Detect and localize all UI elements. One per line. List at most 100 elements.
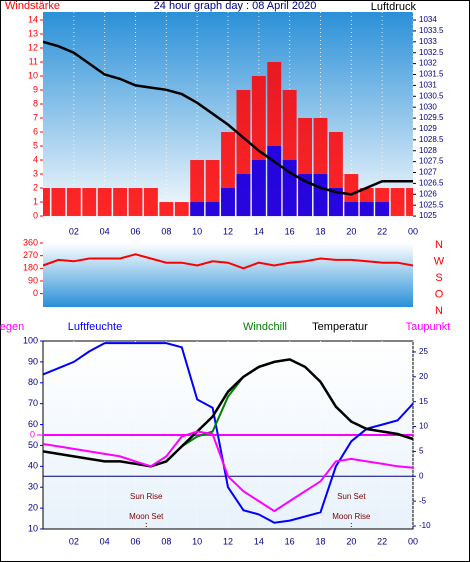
y-label: Windstärke bbox=[5, 0, 60, 12]
y-tick-label: 9 bbox=[33, 84, 38, 94]
y-tick-label: 80 bbox=[28, 377, 38, 387]
y3-tick-label: 0 bbox=[30, 429, 35, 439]
x-tick-label: 16 bbox=[285, 226, 295, 236]
bar bbox=[328, 188, 343, 217]
legend-entry: Regen bbox=[0, 321, 24, 333]
bar bbox=[82, 188, 97, 217]
y-tick-label: 11 bbox=[29, 56, 38, 66]
direction-label: N bbox=[435, 305, 443, 317]
y-tick-label: 12 bbox=[28, 42, 38, 52]
series-line bbox=[43, 358, 413, 468]
y-tick-label: 10 bbox=[28, 523, 38, 533]
series-line bbox=[43, 253, 413, 270]
y2-tick-label: 1032 bbox=[419, 59, 437, 68]
y-tick-label: 1 bbox=[33, 196, 38, 206]
series-line bbox=[43, 430, 413, 513]
y-tick-label: 0 bbox=[33, 210, 38, 220]
x-tick-label: 08 bbox=[161, 226, 171, 236]
y2-tick-label: 1026 bbox=[419, 189, 437, 198]
x-tick-label: 06 bbox=[130, 536, 140, 546]
y-tick-label: 0 bbox=[33, 288, 38, 298]
x-tick-label: 02 bbox=[69, 536, 79, 546]
y2-tick-label: 1028.5 bbox=[419, 135, 444, 144]
bar bbox=[66, 188, 81, 217]
y-tick-label: 90 bbox=[28, 356, 38, 366]
y2-tick-label: 0 bbox=[419, 471, 424, 480]
y-tick-label: 50 bbox=[28, 440, 38, 450]
bar bbox=[113, 188, 128, 217]
y-tick-label: 180 bbox=[23, 263, 38, 273]
direction-label: O bbox=[435, 288, 444, 300]
bar bbox=[359, 202, 374, 217]
annotation: Sun Set bbox=[337, 492, 366, 501]
y2-tick-label: 1027 bbox=[419, 168, 437, 177]
legend-entry: Luftfeuchte bbox=[68, 321, 122, 333]
y2-tick-label: 1033 bbox=[419, 37, 437, 46]
y-tick-label: 5 bbox=[33, 140, 38, 150]
annotation: Sun Rise bbox=[130, 492, 163, 501]
y2-tick-label: 1030 bbox=[419, 102, 437, 111]
y2-tick-label: 1033.5 bbox=[419, 26, 444, 35]
bar bbox=[97, 188, 112, 217]
legend-entry: Temperatur bbox=[312, 321, 368, 333]
y-tick-label: 3 bbox=[33, 168, 38, 178]
bar bbox=[205, 202, 220, 217]
bar bbox=[344, 202, 359, 217]
y2-tick-label: 25 bbox=[419, 347, 428, 356]
y-tick-label: 100 bbox=[23, 335, 38, 345]
chart-title: 24 hour graph day : 08 April 2020 bbox=[154, 0, 317, 12]
y2-tick-label: 5 bbox=[419, 447, 424, 456]
y2-tick-label: 1026.5 bbox=[419, 179, 444, 188]
x-tick-label: 00 bbox=[408, 226, 418, 236]
y-tick-label: 90 bbox=[28, 275, 38, 285]
y-tick-label: 70 bbox=[28, 398, 38, 408]
y-tick-label: 60 bbox=[28, 419, 38, 429]
x-tick-label: 22 bbox=[377, 536, 387, 546]
y2-tick-label: 1032.5 bbox=[419, 48, 444, 57]
x-tick-label: 14 bbox=[254, 536, 264, 546]
plot bbox=[43, 40, 413, 217]
x-tick-label: 20 bbox=[346, 226, 356, 236]
bar bbox=[143, 188, 158, 217]
y-tick-label: 20 bbox=[28, 502, 38, 512]
y2-tick-label: -10 bbox=[419, 521, 431, 530]
y2-tick-label: 15 bbox=[419, 397, 428, 406]
y2-tick-label: 1031.5 bbox=[419, 70, 444, 79]
direction-label: N bbox=[435, 239, 443, 251]
y-tick-label: 13 bbox=[28, 28, 38, 38]
y2-tick-label: 10 bbox=[419, 422, 428, 431]
y-tick-label: 8 bbox=[33, 98, 38, 108]
annotation: Moon Rise bbox=[332, 512, 371, 521]
y2-label: Luftdruck bbox=[371, 1, 417, 13]
bar bbox=[390, 188, 405, 217]
y2-tick-label: 1028 bbox=[419, 146, 437, 155]
bar bbox=[128, 188, 143, 217]
x-tick-label: 22 bbox=[377, 226, 387, 236]
bar bbox=[174, 202, 189, 217]
y2-tick-label: 1029.5 bbox=[419, 113, 444, 122]
y-tick-label: 7 bbox=[33, 112, 38, 122]
bar bbox=[159, 202, 174, 217]
y2-tick-label: 1027.5 bbox=[419, 157, 444, 166]
x-tick-label: 04 bbox=[100, 536, 110, 546]
annotation: Moon Set bbox=[129, 512, 164, 521]
x-tick-label: 04 bbox=[100, 226, 110, 236]
bar bbox=[267, 146, 282, 217]
direction-label: S bbox=[435, 272, 442, 284]
plot bbox=[43, 253, 413, 270]
bar bbox=[236, 174, 251, 217]
direction-label: W bbox=[434, 255, 445, 267]
bar bbox=[313, 174, 328, 217]
y-tick-label: 6 bbox=[33, 126, 38, 136]
x-tick-label: 14 bbox=[254, 226, 264, 236]
x-tick-label: 02 bbox=[69, 226, 79, 236]
bar bbox=[298, 174, 313, 217]
y-tick-label: 40 bbox=[28, 461, 38, 471]
x-tick-label: 16 bbox=[285, 536, 295, 546]
y2-tick-label: 1029 bbox=[419, 124, 437, 133]
panel-bg bbox=[43, 243, 413, 307]
x-tick-label: 06 bbox=[130, 226, 140, 236]
bar bbox=[221, 188, 235, 217]
series-line bbox=[43, 342, 413, 524]
